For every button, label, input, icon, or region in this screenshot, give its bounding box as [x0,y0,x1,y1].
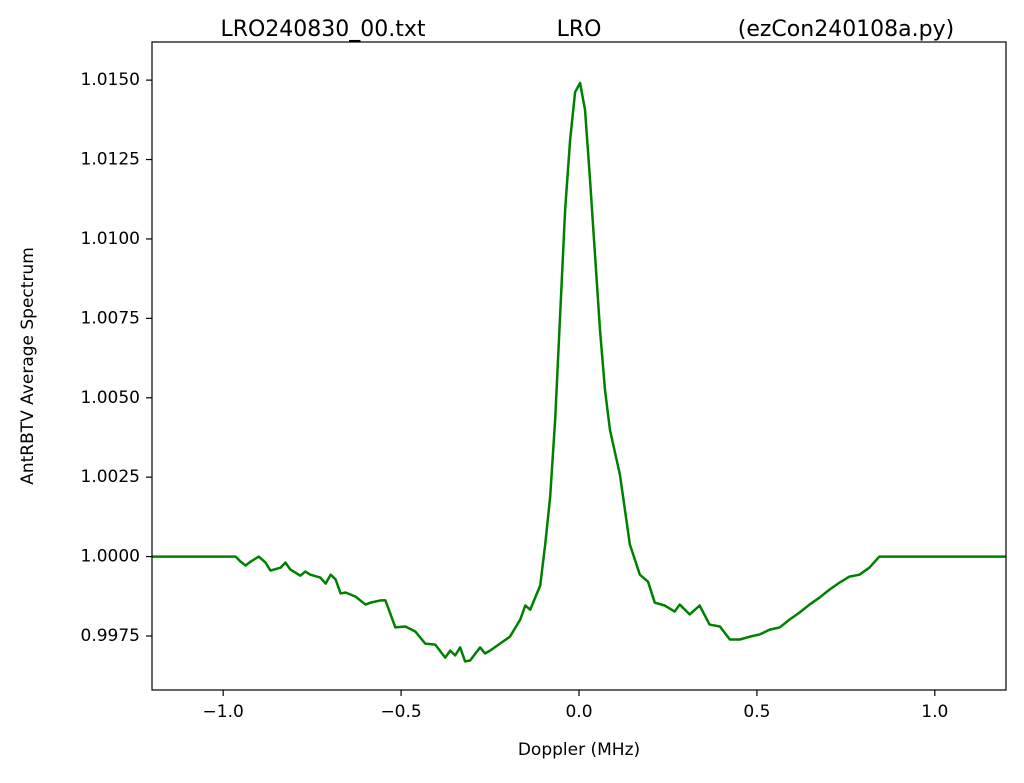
x-tick-label: −0.5 [380,702,421,722]
chart-title-right: (ezCon240108a.py) [738,17,954,42]
y-tick-label: 0.9975 [81,626,140,646]
chart-title-left: LRO240830_00.txt [220,17,425,42]
y-tick-label: 1.0075 [81,308,140,328]
x-axis-label: Doppler (MHz) [518,740,640,760]
y-axis-label: AntRBTV Average Spectrum [18,247,38,485]
y-tick-label: 1.0025 [81,467,140,487]
y-tick-label: 1.0000 [81,547,140,567]
y-tick-label: 1.0100 [81,229,140,249]
x-tick-label: 1.0 [921,702,948,722]
y-tick-label: 1.0150 [81,70,140,90]
y-tick-label: 1.0050 [81,388,140,408]
x-tick-label: 0.0 [565,702,592,722]
x-tick-label: 0.5 [743,702,770,722]
chart-title: LRO [557,17,602,42]
plot-frame [151,41,1007,691]
x-tick-label: −1.0 [203,702,244,722]
y-tick-label: 1.0125 [81,150,140,170]
data-line [152,81,1006,663]
